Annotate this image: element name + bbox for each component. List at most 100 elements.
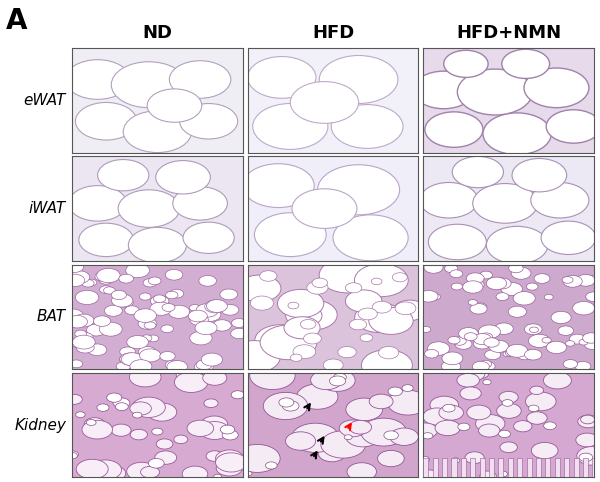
Circle shape	[484, 338, 499, 347]
Circle shape	[450, 270, 463, 278]
Circle shape	[346, 283, 362, 293]
Bar	[508, 458, 513, 477]
Circle shape	[65, 60, 130, 99]
Circle shape	[116, 362, 131, 371]
Bar	[583, 458, 588, 477]
Circle shape	[323, 359, 343, 371]
Bar	[442, 458, 447, 477]
Circle shape	[452, 337, 466, 345]
Text: HFD: HFD	[312, 25, 354, 42]
Circle shape	[64, 274, 85, 287]
Circle shape	[457, 374, 479, 387]
Circle shape	[190, 305, 200, 311]
Circle shape	[445, 265, 458, 273]
Circle shape	[82, 280, 94, 287]
Circle shape	[369, 308, 413, 335]
Circle shape	[187, 420, 214, 437]
Circle shape	[529, 334, 550, 348]
Circle shape	[496, 293, 509, 301]
Circle shape	[218, 425, 235, 435]
Circle shape	[190, 331, 212, 345]
Circle shape	[162, 304, 175, 311]
Circle shape	[230, 328, 248, 339]
Circle shape	[563, 360, 578, 368]
Circle shape	[194, 361, 213, 373]
Circle shape	[232, 319, 246, 327]
Circle shape	[139, 293, 151, 300]
Circle shape	[442, 361, 461, 372]
Circle shape	[569, 334, 586, 344]
Circle shape	[583, 333, 599, 343]
Circle shape	[466, 273, 484, 284]
Circle shape	[443, 50, 488, 78]
Circle shape	[296, 384, 338, 409]
Circle shape	[293, 345, 316, 359]
Circle shape	[581, 415, 595, 424]
Bar	[470, 458, 475, 477]
Circle shape	[167, 361, 187, 373]
Bar	[451, 458, 457, 477]
Circle shape	[104, 305, 122, 316]
Circle shape	[485, 350, 500, 360]
Circle shape	[193, 313, 206, 321]
Text: eWAT: eWAT	[23, 93, 66, 108]
Circle shape	[579, 339, 588, 345]
Circle shape	[198, 308, 221, 321]
Circle shape	[150, 302, 172, 315]
Circle shape	[427, 342, 449, 355]
Circle shape	[97, 268, 120, 282]
Bar	[517, 458, 522, 477]
Circle shape	[527, 412, 547, 424]
Circle shape	[282, 401, 299, 411]
Circle shape	[119, 274, 133, 283]
Bar	[592, 458, 598, 477]
Circle shape	[260, 325, 317, 360]
Circle shape	[499, 471, 508, 477]
Circle shape	[155, 161, 211, 194]
Circle shape	[123, 111, 191, 152]
Circle shape	[237, 275, 281, 302]
Circle shape	[139, 347, 155, 357]
Circle shape	[430, 396, 458, 414]
Circle shape	[67, 315, 88, 328]
Circle shape	[71, 337, 89, 348]
Circle shape	[88, 344, 107, 356]
Circle shape	[203, 371, 227, 385]
Circle shape	[86, 324, 106, 336]
Circle shape	[421, 326, 431, 333]
Circle shape	[547, 341, 566, 354]
Circle shape	[452, 157, 503, 187]
Circle shape	[111, 424, 131, 436]
Circle shape	[284, 317, 320, 339]
Circle shape	[393, 300, 427, 321]
Circle shape	[95, 272, 110, 281]
Circle shape	[425, 112, 483, 147]
Circle shape	[361, 349, 412, 381]
Text: BAT: BAT	[37, 309, 66, 324]
Circle shape	[78, 333, 93, 342]
Circle shape	[319, 55, 398, 104]
Circle shape	[165, 269, 183, 280]
Circle shape	[448, 336, 460, 344]
Circle shape	[173, 187, 227, 220]
Bar	[433, 458, 438, 477]
Circle shape	[534, 274, 550, 283]
Circle shape	[290, 354, 302, 362]
Circle shape	[572, 301, 595, 315]
Circle shape	[130, 360, 152, 373]
Circle shape	[220, 425, 235, 434]
Circle shape	[508, 306, 526, 317]
Circle shape	[183, 222, 234, 254]
Circle shape	[472, 362, 490, 372]
Circle shape	[541, 221, 596, 254]
Circle shape	[458, 328, 478, 339]
Circle shape	[563, 275, 582, 287]
Circle shape	[200, 422, 229, 440]
Circle shape	[307, 281, 328, 294]
Circle shape	[413, 71, 475, 109]
Circle shape	[463, 281, 483, 293]
Circle shape	[216, 460, 242, 476]
Circle shape	[586, 292, 600, 302]
Circle shape	[499, 430, 511, 438]
Circle shape	[300, 320, 316, 329]
